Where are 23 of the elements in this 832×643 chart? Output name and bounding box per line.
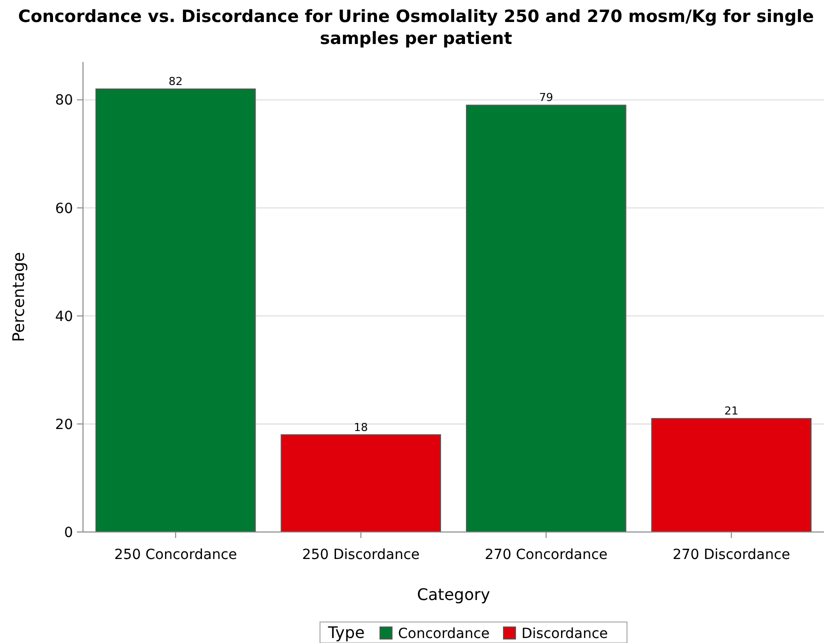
legend-title: Type [327, 623, 365, 642]
bar [466, 104, 626, 532]
x-tick-label: 270 Concordance [484, 547, 608, 563]
y-tick-label: 20 [55, 416, 73, 433]
legend-label: Discordance [522, 626, 608, 642]
data-label: 18 [354, 420, 368, 434]
x-tick-label: 250 Concordance [114, 547, 238, 563]
x-axis-title: Category [416, 585, 490, 604]
bar [95, 88, 256, 532]
chart-title: Concordance vs. Discordance for Urine Osmolality 250 and 270 mosm/Kg for single samples per patient [18, 7, 814, 49]
y-tick-label: 40 [55, 308, 73, 325]
y-tick-label: 0 [64, 524, 73, 541]
y-tick-label: 80 [55, 92, 73, 109]
legend-label: Concordance [398, 626, 490, 642]
data-label: 82 [168, 75, 183, 88]
bar [651, 418, 812, 532]
bar [280, 434, 442, 532]
x-tick-label: 270 Discordance [672, 547, 790, 563]
y-tick-label: 60 [55, 200, 73, 217]
data-label: 21 [724, 404, 738, 418]
x-tick-label: 250 Discordance [302, 547, 420, 563]
data-label: 79 [539, 91, 554, 104]
y-axis-title: Percentage [9, 252, 28, 342]
